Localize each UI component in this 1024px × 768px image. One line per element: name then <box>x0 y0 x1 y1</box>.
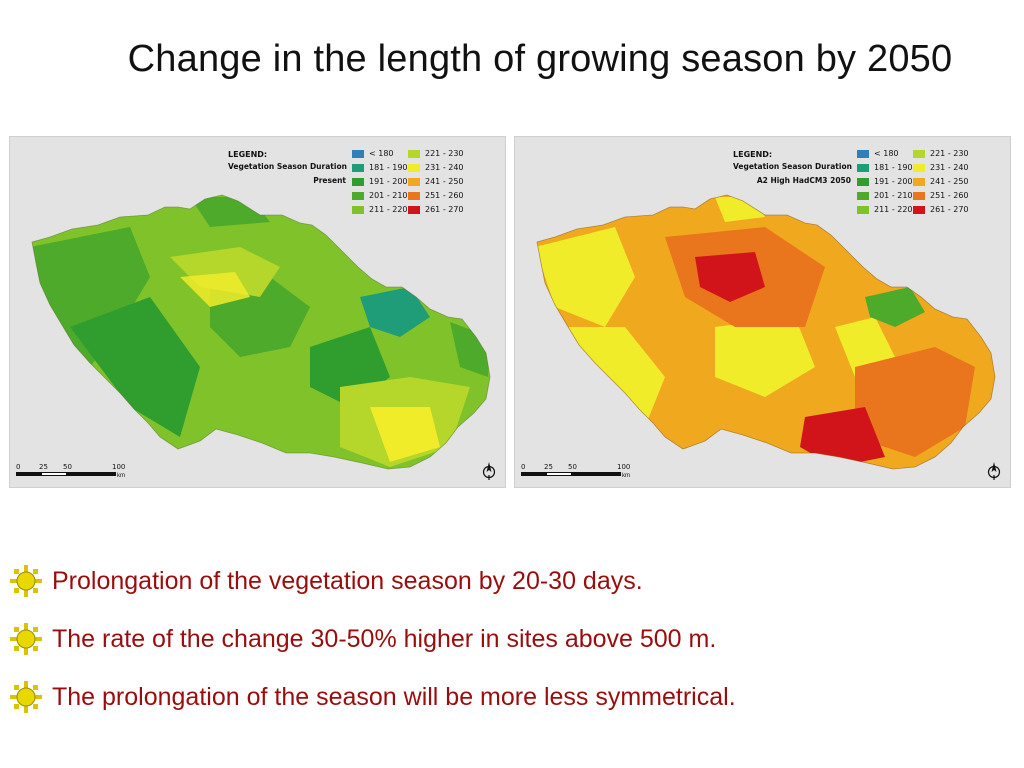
legend-swatch <box>408 163 420 172</box>
legend-item: 211 - 220 <box>857 205 913 214</box>
north-arrow-icon <box>482 462 496 480</box>
legend-swatch <box>857 149 869 158</box>
czech-map-present <box>31 194 491 470</box>
legend-label: < 180 <box>874 149 899 158</box>
legend-swatch <box>857 205 869 214</box>
legend-label: 261 - 270 <box>930 205 969 214</box>
legend-item: 181 - 190 <box>857 163 913 172</box>
legend-label: 241 - 250 <box>930 177 969 186</box>
legend-item: 191 - 200 <box>857 177 913 186</box>
legend-swatch <box>408 191 420 200</box>
legend-label: 251 - 260 <box>425 191 464 200</box>
legend-item: 201 - 210 <box>857 191 913 200</box>
scale-label: 100 <box>112 463 126 471</box>
scale-bar-graphic <box>521 472 621 476</box>
bullet-list: Prolongation of the vegetation season by… <box>8 552 1008 726</box>
legend-swatch <box>913 163 925 172</box>
sun-bullet-icon <box>10 681 42 713</box>
legend-swatch <box>352 205 364 214</box>
legend-swatch <box>857 177 869 186</box>
legend-item: 231 - 240 <box>913 163 969 172</box>
legend-swatch <box>857 191 869 200</box>
map-present: LEGEND: Vegetation Season Duration Prese… <box>9 136 506 488</box>
legend-swatch <box>352 177 364 186</box>
scale-label: 25 <box>544 463 553 471</box>
bullet-item: Prolongation of the vegetation season by… <box>8 552 1008 610</box>
legend-item: 191 - 200 <box>352 177 408 186</box>
map-legend: LEGEND: Vegetation Season Duration A2 Hi… <box>733 149 993 221</box>
legend-label: 211 - 220 <box>874 205 913 214</box>
legend-label: 181 - 190 <box>369 163 408 172</box>
legend-scenario: Present <box>313 176 346 185</box>
legend-swatch <box>352 191 364 200</box>
legend-swatch <box>913 149 925 158</box>
legend-label: 231 - 240 <box>930 163 969 172</box>
legend-swatch <box>352 149 364 158</box>
legend-label: < 180 <box>369 149 394 158</box>
legend-label: 261 - 270 <box>425 205 464 214</box>
legend-heading: LEGEND: <box>733 150 773 159</box>
bullet-text: The rate of the change 30-50% higher in … <box>52 624 717 653</box>
legend-label: 251 - 260 <box>930 191 969 200</box>
legend-item: 231 - 240 <box>408 163 464 172</box>
legend-label: 231 - 240 <box>425 163 464 172</box>
legend-item: 261 - 270 <box>408 205 464 214</box>
legend-item: 221 - 230 <box>408 149 464 158</box>
legend-item: 211 - 220 <box>352 205 408 214</box>
legend-swatch <box>857 163 869 172</box>
legend-scenario: A2 High HadCM3 2050 <box>756 176 851 185</box>
legend-label: 211 - 220 <box>369 205 408 214</box>
scale-label: 50 <box>568 463 577 471</box>
legend-item: 251 - 260 <box>408 191 464 200</box>
north-arrow-icon <box>987 462 1001 480</box>
legend-label: 241 - 250 <box>425 177 464 186</box>
legend-swatch <box>408 149 420 158</box>
legend-swatch <box>913 191 925 200</box>
map-2050: LEGEND: Vegetation Season Duration A2 Hi… <box>514 136 1011 488</box>
scale-bar: 0 25 50 100 km <box>16 463 126 483</box>
scale-unit: km <box>117 473 125 479</box>
legend-label: 201 - 210 <box>369 191 408 200</box>
legend-heading: LEGEND: <box>228 150 268 159</box>
bullet-item: The rate of the change 30-50% higher in … <box>8 610 1008 668</box>
legend-item: 261 - 270 <box>913 205 969 214</box>
legend-item: 241 - 250 <box>408 177 464 186</box>
legend-label: 221 - 230 <box>425 149 464 158</box>
scale-label: 0 <box>16 463 21 471</box>
scale-bar-graphic <box>16 472 116 476</box>
legend-item: 241 - 250 <box>913 177 969 186</box>
scale-unit: km <box>622 473 630 479</box>
scale-bar: 0 25 50 100 km <box>521 463 631 483</box>
slide-title: Change in the length of growing season b… <box>127 38 953 80</box>
sun-bullet-icon <box>10 565 42 597</box>
bullet-text: Prolongation of the vegetation season by… <box>52 566 643 595</box>
legend-label: 191 - 200 <box>874 177 913 186</box>
legend-swatch <box>352 163 364 172</box>
legend-item: 251 - 260 <box>913 191 969 200</box>
legend-subheading: Vegetation Season Duration <box>733 162 852 171</box>
legend-item: < 180 <box>857 149 899 158</box>
czech-map-2050 <box>536 194 996 470</box>
legend-item: 181 - 190 <box>352 163 408 172</box>
legend-label: 181 - 190 <box>874 163 913 172</box>
sun-bullet-icon <box>10 623 42 655</box>
legend-label: 201 - 210 <box>874 191 913 200</box>
scale-label: 100 <box>617 463 631 471</box>
legend-item: 221 - 230 <box>913 149 969 158</box>
legend-label: 221 - 230 <box>930 149 969 158</box>
scale-label: 25 <box>39 463 48 471</box>
scale-label: 50 <box>63 463 72 471</box>
bullet-item: The prolongation of the season will be m… <box>8 668 1008 726</box>
legend-swatch <box>913 205 925 214</box>
map-legend: LEGEND: Vegetation Season Duration Prese… <box>228 149 488 221</box>
legend-swatch <box>408 177 420 186</box>
scale-label: 0 <box>521 463 526 471</box>
legend-item: < 180 <box>352 149 394 158</box>
legend-swatch <box>408 205 420 214</box>
bullet-text: The prolongation of the season will be m… <box>52 682 736 711</box>
legend-label: 191 - 200 <box>369 177 408 186</box>
legend-swatch <box>913 177 925 186</box>
legend-subheading: Vegetation Season Duration <box>228 162 347 171</box>
legend-item: 201 - 210 <box>352 191 408 200</box>
